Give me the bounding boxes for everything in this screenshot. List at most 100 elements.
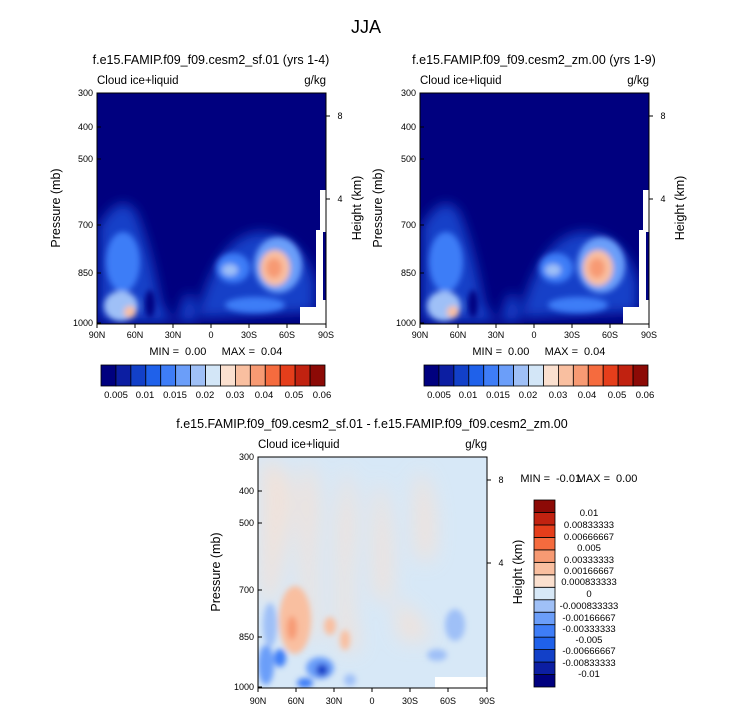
panel-a-ytick-500: 500 bbox=[78, 154, 93, 164]
panel-a-heatmap bbox=[97, 93, 326, 324]
panel-a-ytick-850: 850 bbox=[78, 268, 93, 278]
panel-diff-xtick-30s: 30S bbox=[402, 696, 418, 706]
panel-b-cb-label-0: 0.005 bbox=[427, 390, 451, 401]
panel-a-cb-label-1: 0.01 bbox=[136, 390, 155, 401]
panel-b-ytick-400: 400 bbox=[401, 122, 416, 132]
panel-a-colorbar-swatch-5 bbox=[175, 364, 192, 387]
panel-a-ytick-1000: 1000 bbox=[73, 318, 93, 328]
panel-diff-ytick-700: 700 bbox=[239, 585, 254, 595]
panel-b-cb-label-6: 0.05 bbox=[608, 390, 627, 401]
panel-b-colorbar-swatch-11 bbox=[587, 364, 604, 387]
panel-diff-xtick-90n: 90N bbox=[250, 696, 267, 706]
panel-b-colorbar-swatch-9 bbox=[558, 364, 574, 387]
panel-a-units-label: g/kg bbox=[304, 75, 326, 87]
panel-b-units-label: g/kg bbox=[627, 75, 649, 87]
panel-a-y-axis bbox=[97, 92, 101, 324]
panel-b-heatmap bbox=[420, 93, 649, 324]
panel-b-min-value: 0.00 bbox=[508, 346, 529, 358]
panel-diff-cb-label-2: 0.00666667 bbox=[564, 532, 614, 543]
panel-diff-colorbar-swatch-1 bbox=[533, 661, 556, 675]
panel-b-cb-label-2: 0.015 bbox=[486, 390, 510, 401]
panel-diff-cb-label-9: -0.00166667 bbox=[562, 613, 615, 624]
panel-a-cb-label-2: 0.015 bbox=[163, 390, 187, 401]
panel-a-xtick-30n: 30N bbox=[165, 330, 182, 340]
panel-b-colorbar-swatch-14 bbox=[632, 364, 649, 387]
panel-diff-xtick-60n: 60N bbox=[288, 696, 305, 706]
panel-diff-xtick-0: 0 bbox=[369, 696, 374, 706]
panel-diff-cb-label-14: -0.01 bbox=[578, 669, 600, 680]
panel-diff-colorbar-swatch-11 bbox=[533, 537, 556, 551]
panel-diff-cb-label-3: 0.005 bbox=[577, 543, 601, 554]
panel-b-colorbar-swatch-6 bbox=[513, 364, 529, 387]
panel-diff-max-label: MAX = bbox=[577, 473, 610, 485]
panel-a-cb-label-6: 0.05 bbox=[285, 390, 304, 401]
panel-diff-cb-label-5: 0.00166667 bbox=[564, 566, 614, 577]
panel-b-colorbar-swatch-3 bbox=[468, 364, 485, 387]
panel-a-ytick-300: 300 bbox=[78, 88, 93, 98]
panel-diff-y2label: Height (km) bbox=[511, 540, 525, 605]
panel-a-x-axis bbox=[96, 324, 327, 328]
panel-b-colorbar-swatch-0 bbox=[423, 364, 440, 387]
panel-b-xtick-90n: 90N bbox=[412, 330, 429, 340]
panel-b-y2-axis bbox=[649, 115, 653, 200]
panel-diff-colorbar-swatch-4 bbox=[533, 624, 556, 638]
panel-diff-colorbar-swatch-5 bbox=[533, 611, 556, 626]
panel-b-xtick-30s: 30S bbox=[564, 330, 580, 340]
panel-b-cb-label-1: 0.01 bbox=[459, 390, 478, 401]
panel-diff-colorbar-swatch-13 bbox=[533, 512, 556, 526]
panel-diff-y2tick-4: 4 bbox=[498, 558, 503, 568]
panel-a-cb-label-5: 0.04 bbox=[255, 390, 274, 401]
panel-b-xtick-90s: 90S bbox=[641, 330, 657, 340]
panel-a-ytick-400: 400 bbox=[78, 122, 93, 132]
panel-a-colorbar-swatch-7 bbox=[205, 364, 221, 387]
panel-a-max-value: 0.04 bbox=[261, 346, 282, 358]
panel-a-colorbar-swatch-8 bbox=[220, 364, 236, 387]
panel-diff-ytick-850: 850 bbox=[239, 632, 254, 642]
panel-b-colorbar-labels: 0.005 0.01 0.015 0.02 0.03 0.04 0.05 0.0… bbox=[427, 390, 654, 401]
panel-a-xtick-60s: 60S bbox=[279, 330, 295, 340]
panel-diff-ytick-500: 500 bbox=[239, 518, 254, 528]
panel-a-min-label: MIN = bbox=[149, 346, 179, 358]
panel-a-colorbar-swatch-1 bbox=[115, 364, 132, 387]
panel-a-colorbar bbox=[100, 364, 326, 387]
panel-diff-colorbar-swatch-7 bbox=[533, 586, 556, 601]
panel-b-title: f.e15.FAMIP.f09_f09.cesm2_zm.00 (yrs 1-9… bbox=[412, 53, 656, 67]
panel-diff-cb-label-12: -0.00666667 bbox=[562, 646, 615, 657]
panel-b-ytick-1000: 1000 bbox=[396, 318, 416, 328]
panel-a-title: f.e15.FAMIP.f09_f09.cesm2_sf.01 (yrs 1-4… bbox=[93, 53, 330, 67]
panel-b-y2tick-8: 8 bbox=[660, 111, 665, 121]
panel-diff-max-value: 0.00 bbox=[616, 473, 637, 485]
panel-b: f.e15.FAMIP.f09_f09.cesm2_zm.00 (yrs 1-9… bbox=[371, 53, 687, 401]
panel-a: f.e15.FAMIP.f09_f09.cesm2_sf.01 (yrs 1-4… bbox=[49, 53, 364, 401]
panel-diff-y2-axis bbox=[487, 479, 491, 564]
panel-diff-xtick-90s: 90S bbox=[479, 696, 495, 706]
panel-a-cb-label-3: 0.02 bbox=[196, 390, 215, 401]
panel-b-cb-label-5: 0.04 bbox=[578, 390, 597, 401]
panel-diff-min-label: MIN = bbox=[520, 473, 550, 485]
panel-diff-ytick-300: 300 bbox=[239, 452, 254, 462]
panel-diff-x-axis bbox=[257, 688, 488, 692]
panel-a-ylabel: Pressure (mb) bbox=[49, 168, 63, 247]
panel-b-colorbar bbox=[423, 364, 649, 387]
panel-a-cb-label-4: 0.03 bbox=[226, 390, 245, 401]
panel-b-cb-label-7: 0.06 bbox=[636, 390, 655, 401]
panel-diff-cb-label-6: 0.000833333 bbox=[561, 577, 616, 588]
panel-diff-ylabel: Pressure (mb) bbox=[209, 532, 223, 611]
panel-diff-heatmap bbox=[258, 457, 487, 688]
panel-diff-colorbar bbox=[533, 499, 556, 688]
panel-diff-stats: MIN = -0.01 MAX = 0.00 bbox=[520, 473, 637, 485]
panel-diff-colorbar-swatch-14 bbox=[533, 499, 556, 513]
panel-a-xtick-60n: 60N bbox=[127, 330, 144, 340]
panel-a-variable-label: Cloud ice+liquid bbox=[97, 75, 179, 87]
panel-diff-cb-label-4: 0.00333333 bbox=[564, 555, 614, 566]
panel-diff-cb-label-7: 0 bbox=[586, 589, 591, 600]
panel-b-min-label: MIN = bbox=[472, 346, 502, 358]
panel-b-colorbar-swatch-13 bbox=[617, 364, 634, 387]
panel-a-xtick-0: 0 bbox=[208, 330, 213, 340]
panel-diff-cb-label-8: -0.000833333 bbox=[560, 601, 619, 612]
panel-a-y2-axis bbox=[326, 115, 330, 200]
panel-a-cb-label-7: 0.06 bbox=[313, 390, 332, 401]
panel-diff-cb-label-10: -0.00333333 bbox=[562, 624, 615, 635]
panel-a-colorbar-swatch-3 bbox=[145, 364, 162, 387]
